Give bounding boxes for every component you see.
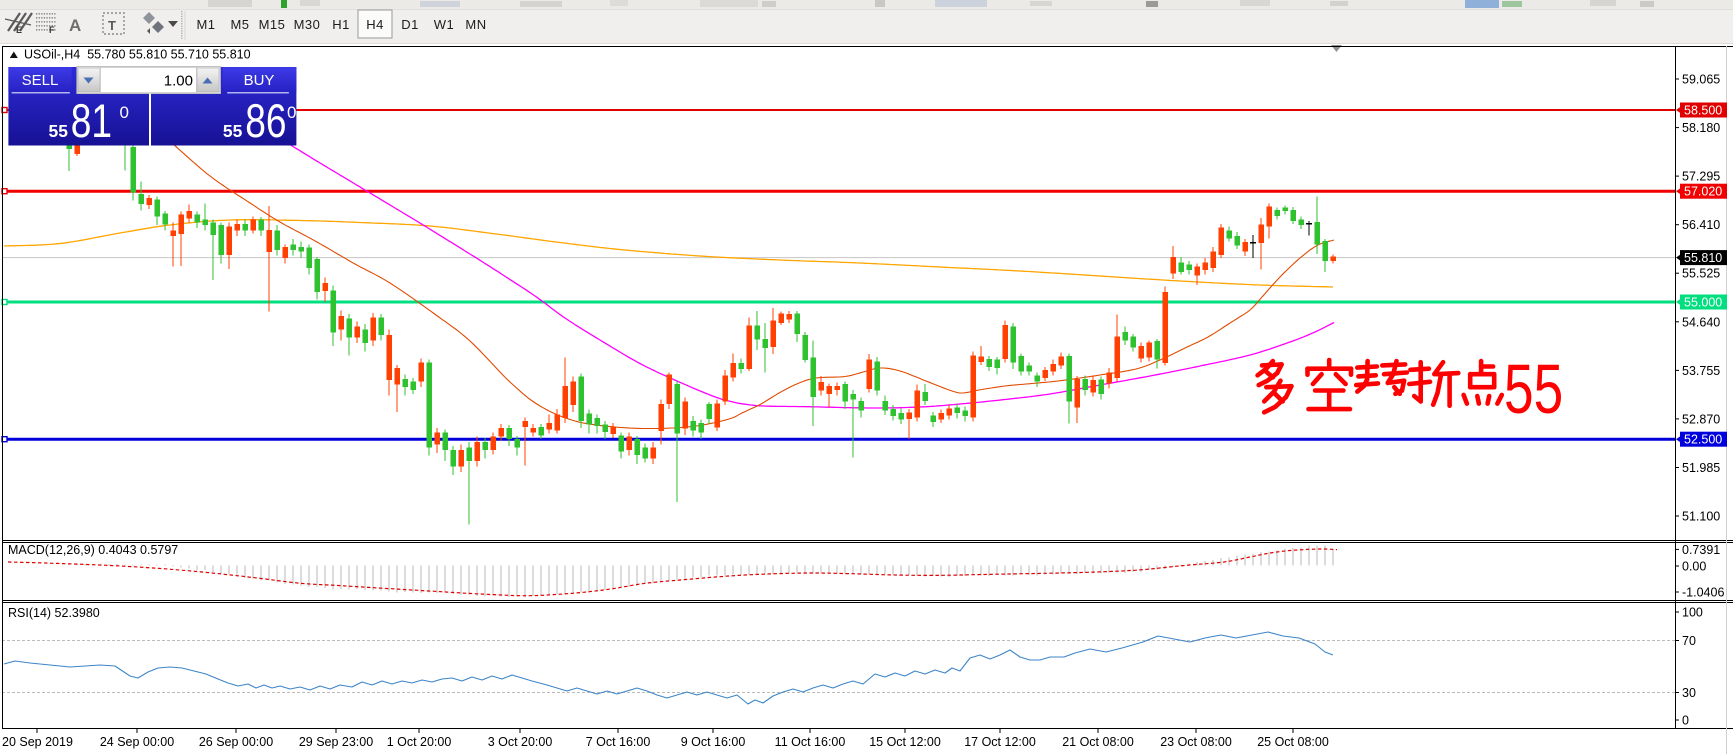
svg-text:MN: MN bbox=[465, 17, 486, 32]
svg-text:USOil-,H4 55.780 55.810 55.71: USOil-,H4 55.780 55.810 55.710 55.810 bbox=[24, 48, 251, 62]
svg-text:24 Sep 00:00: 24 Sep 00:00 bbox=[100, 735, 174, 749]
svg-text:1 Oct 20:00: 1 Oct 20:00 bbox=[387, 735, 452, 749]
svg-text:59.065: 59.065 bbox=[1682, 73, 1720, 87]
svg-text:M15: M15 bbox=[259, 17, 286, 32]
svg-text:W1: W1 bbox=[434, 17, 455, 32]
svg-text:55: 55 bbox=[49, 121, 69, 141]
svg-text:15 Oct 12:00: 15 Oct 12:00 bbox=[869, 735, 941, 749]
svg-text:58.180: 58.180 bbox=[1682, 121, 1720, 135]
svg-text:100: 100 bbox=[1682, 606, 1703, 620]
svg-text:53.755: 53.755 bbox=[1682, 364, 1720, 378]
svg-text:23 Oct 08:00: 23 Oct 08:00 bbox=[1160, 735, 1232, 749]
svg-text:55.810: 55.810 bbox=[1684, 251, 1722, 265]
svg-text:-1.0406: -1.0406 bbox=[1682, 586, 1724, 600]
svg-text:55: 55 bbox=[1504, 351, 1563, 429]
svg-text:M5: M5 bbox=[230, 17, 249, 32]
svg-text:29 Sep 23:00: 29 Sep 23:00 bbox=[299, 735, 373, 749]
svg-text:BUY: BUY bbox=[244, 72, 275, 89]
svg-text:17 Oct 12:00: 17 Oct 12:00 bbox=[964, 735, 1036, 749]
svg-text:1.00: 1.00 bbox=[164, 73, 193, 90]
svg-text:MACD(12,26,9) 0.4043 0.5797: MACD(12,26,9) 0.4043 0.5797 bbox=[8, 543, 178, 557]
svg-text:0: 0 bbox=[120, 103, 129, 122]
svg-text:30: 30 bbox=[1682, 686, 1696, 700]
svg-text:11 Oct 16:00: 11 Oct 16:00 bbox=[775, 735, 846, 749]
svg-text:9 Oct 16:00: 9 Oct 16:00 bbox=[681, 735, 746, 749]
svg-text:F: F bbox=[49, 25, 55, 35]
svg-text:21 Oct 08:00: 21 Oct 08:00 bbox=[1062, 735, 1134, 749]
svg-text:SELL: SELL bbox=[22, 72, 59, 89]
svg-text:52.500: 52.500 bbox=[1684, 433, 1722, 447]
svg-text:0.00: 0.00 bbox=[1682, 560, 1706, 574]
svg-text:57.295: 57.295 bbox=[1682, 170, 1720, 184]
svg-text:0: 0 bbox=[1682, 714, 1689, 728]
svg-text:H1: H1 bbox=[332, 17, 350, 32]
svg-text:54.640: 54.640 bbox=[1682, 315, 1720, 329]
svg-text:0: 0 bbox=[287, 103, 296, 122]
svg-text:55.000: 55.000 bbox=[1684, 296, 1722, 310]
svg-text:0.7391: 0.7391 bbox=[1682, 543, 1720, 557]
svg-text:51.100: 51.100 bbox=[1682, 510, 1720, 524]
svg-text:51.985: 51.985 bbox=[1682, 461, 1720, 475]
svg-text:RSI(14) 52.3980: RSI(14) 52.3980 bbox=[8, 606, 100, 620]
svg-text:20 Sep 2019: 20 Sep 2019 bbox=[2, 735, 73, 749]
svg-text:55: 55 bbox=[223, 121, 243, 141]
svg-text:86: 86 bbox=[245, 95, 286, 147]
svg-text:26 Sep 00:00: 26 Sep 00:00 bbox=[199, 735, 273, 749]
svg-text:57.020: 57.020 bbox=[1684, 185, 1722, 199]
svg-text:81: 81 bbox=[71, 95, 112, 147]
svg-text:D1: D1 bbox=[401, 17, 419, 32]
svg-text:E: E bbox=[16, 25, 22, 35]
svg-text:M30: M30 bbox=[294, 17, 321, 32]
svg-text:M1: M1 bbox=[196, 17, 215, 32]
svg-text:56.410: 56.410 bbox=[1682, 218, 1720, 232]
svg-text:T: T bbox=[108, 18, 116, 33]
svg-text:52.870: 52.870 bbox=[1682, 412, 1720, 426]
svg-text:H4: H4 bbox=[366, 17, 384, 32]
svg-text:7 Oct 16:00: 7 Oct 16:00 bbox=[586, 735, 651, 749]
svg-text:55.525: 55.525 bbox=[1682, 267, 1720, 281]
svg-text:58.500: 58.500 bbox=[1684, 104, 1722, 118]
svg-text:25 Oct 08:00: 25 Oct 08:00 bbox=[1257, 735, 1329, 749]
svg-text:3 Oct 20:00: 3 Oct 20:00 bbox=[488, 735, 553, 749]
svg-text:70: 70 bbox=[1682, 634, 1696, 648]
svg-text:A: A bbox=[69, 16, 81, 35]
